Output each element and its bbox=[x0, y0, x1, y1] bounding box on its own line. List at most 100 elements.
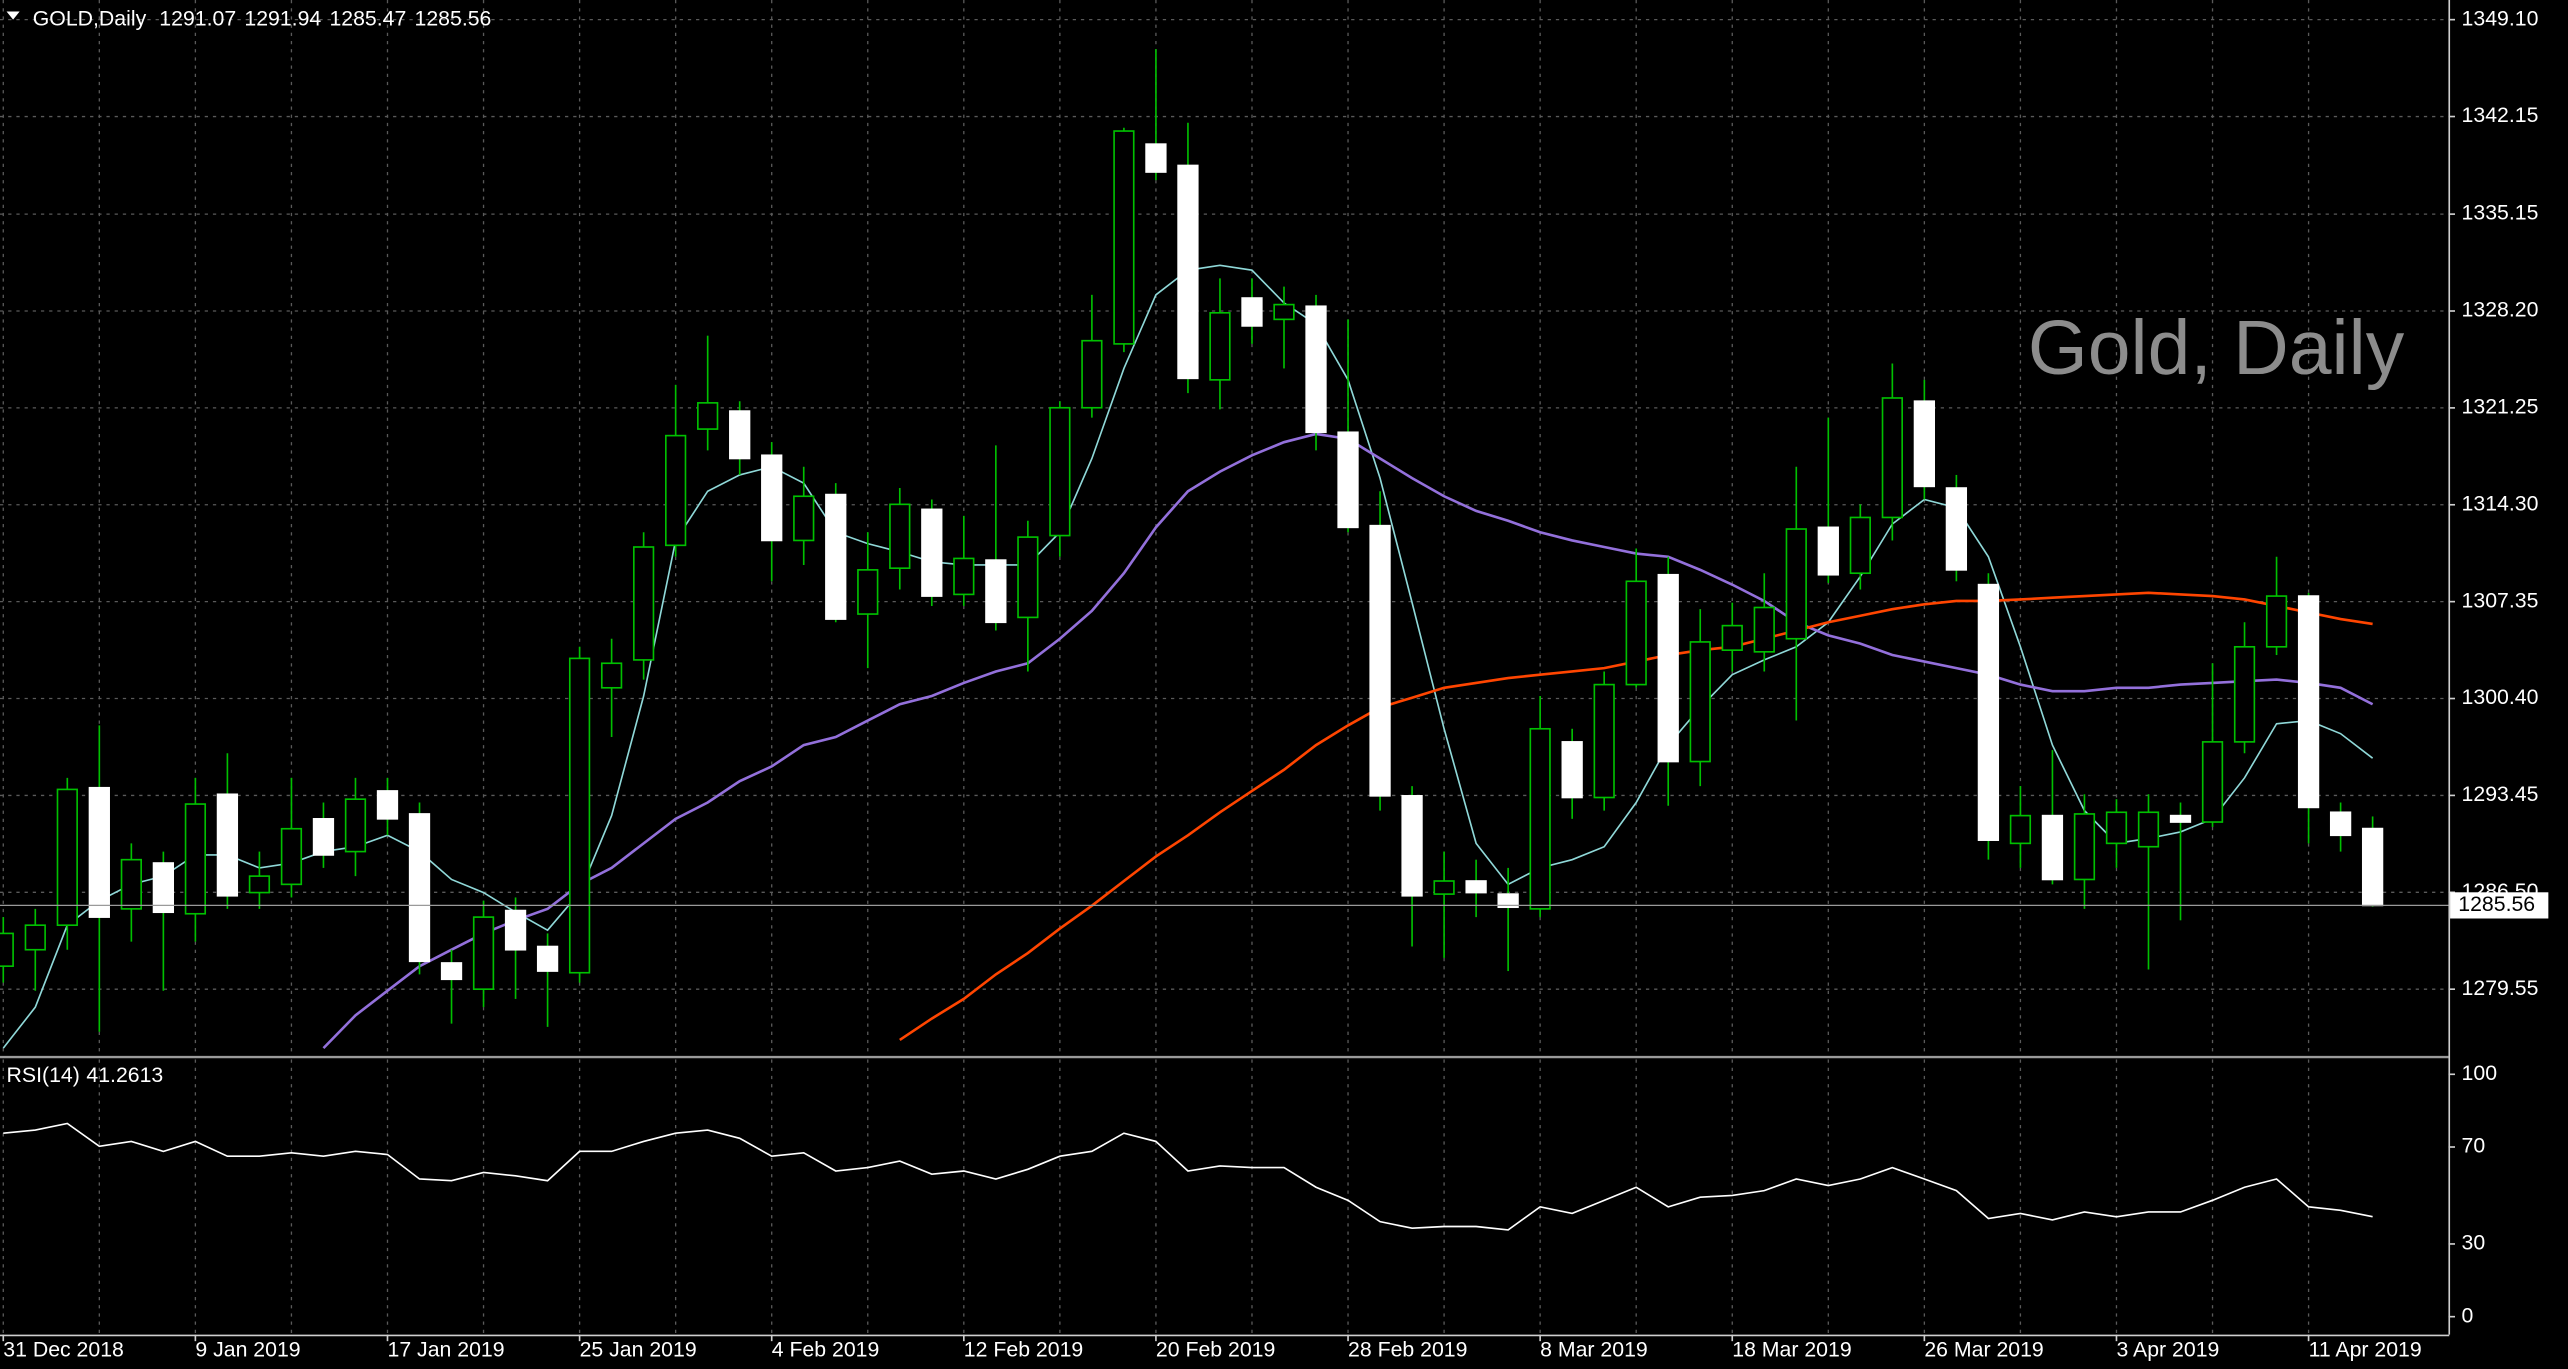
candle-body-bear bbox=[88, 786, 110, 918]
candle-body-bear bbox=[1305, 305, 1327, 434]
candle-body-bull bbox=[697, 402, 719, 430]
candle-body-bear bbox=[1401, 795, 1423, 897]
y-tick-label: 1335.15 bbox=[2462, 201, 2539, 225]
x-tick-label: 17 Jan 2019 bbox=[387, 1338, 504, 1362]
candle-body-bull bbox=[344, 798, 367, 853]
x-tick-label: 12 Feb 2019 bbox=[964, 1338, 1083, 1362]
x-tick-label: 11 Apr 2019 bbox=[2309, 1338, 2422, 1362]
candle-body-bull bbox=[184, 803, 207, 915]
chart-header: GOLD,Daily 1291.07 1291.94 1285.47 1285.56 bbox=[33, 6, 492, 30]
candle-body-bull bbox=[1209, 311, 1231, 381]
x-tick-label: 26 Mar 2019 bbox=[1924, 1338, 2043, 1362]
candle-body-bull bbox=[1785, 528, 1807, 640]
candle-body-bull bbox=[568, 657, 591, 974]
axis-layer: 1349.10 1342.15 1335.15 1328.20 1321.25 1314.… bbox=[2, 6, 2549, 1362]
candle-body-bull bbox=[2265, 595, 2288, 648]
candle-body-bull bbox=[1849, 516, 1871, 575]
candle-body-bull bbox=[1593, 683, 1615, 799]
x-tick-label: 4 Feb 2019 bbox=[772, 1338, 880, 1362]
candle-body-bull bbox=[248, 875, 271, 894]
candle-body-bear bbox=[2297, 595, 2320, 809]
menu-triangle[interactable] bbox=[6, 11, 20, 20]
y-tick-label: 1300.40 bbox=[2462, 685, 2539, 709]
candle-body-bear bbox=[1177, 164, 1199, 380]
candle-body-bear bbox=[536, 945, 559, 972]
candle-body-bull bbox=[2009, 814, 2032, 845]
x-tick-label: 20 Feb 2019 bbox=[1156, 1338, 1275, 1362]
candle-body-bull bbox=[2201, 741, 2224, 823]
candle-body-bear bbox=[1145, 143, 1167, 173]
candle-body-bull bbox=[2233, 645, 2256, 743]
candle-body-bull bbox=[1273, 303, 1295, 321]
x-tick-label: 31 Dec 2018 bbox=[3, 1338, 124, 1362]
candle-body-bear bbox=[2041, 814, 2064, 881]
current-price-box bbox=[2450, 892, 2549, 919]
candle-body-bear bbox=[1497, 893, 1519, 909]
y-tick-label: 1293.45 bbox=[2462, 782, 2539, 806]
candle-body-bear bbox=[376, 790, 399, 820]
candle-body-bull bbox=[2137, 811, 2160, 848]
candle-body-bull bbox=[1529, 727, 1551, 910]
y-tick-label: 70 bbox=[2462, 1134, 2486, 1158]
x-tick-label: 3 Apr 2019 bbox=[2116, 1338, 2219, 1362]
candle-body-bull bbox=[0, 932, 14, 967]
candle-body-bear bbox=[985, 559, 1007, 624]
candle-body-bear bbox=[921, 508, 943, 597]
candle-body-bear bbox=[825, 493, 847, 620]
candle-body-bull bbox=[953, 557, 975, 596]
candle-body-bull bbox=[56, 788, 78, 927]
watermark: Gold, Daily bbox=[2028, 305, 2405, 391]
x-tick-label: 9 Jan 2019 bbox=[195, 1338, 300, 1362]
candle-body-bull bbox=[24, 924, 46, 951]
candle-body-bull bbox=[665, 434, 687, 547]
candle-body-bull bbox=[280, 827, 303, 886]
candle-body-bull bbox=[632, 546, 655, 661]
y-tick-label: 1349.10 bbox=[2462, 6, 2539, 30]
candle-body-bull bbox=[857, 569, 879, 615]
candle-body-bull bbox=[1881, 397, 1903, 519]
candle-body-bull bbox=[793, 495, 815, 542]
candle-body-bull bbox=[2073, 813, 2096, 881]
candle-body-bear bbox=[152, 862, 175, 914]
candle-body-bear bbox=[1561, 741, 1583, 799]
candle-body-bear bbox=[1945, 487, 1968, 571]
current-price-label: 1285.56 bbox=[2458, 892, 2535, 916]
header-high: 1291.94 bbox=[244, 6, 321, 30]
candle-body-bear bbox=[1657, 573, 1679, 763]
y-tick-label: 0 bbox=[2462, 1303, 2474, 1327]
indicator-line bbox=[3, 1122, 2373, 1231]
candle-body-bear bbox=[761, 454, 783, 542]
candle-body-bull bbox=[1081, 339, 1103, 409]
x-tick-label: 25 Jan 2019 bbox=[580, 1338, 697, 1362]
candle-body-bear bbox=[1817, 526, 1839, 576]
header-low: 1285.47 bbox=[329, 6, 406, 30]
candle-body-bear bbox=[504, 909, 527, 951]
grid-layer bbox=[0, 0, 2449, 1335]
candle-body-bear bbox=[1241, 297, 1263, 327]
rsi-current: 41.2613 bbox=[86, 1063, 163, 1087]
candle-body-bear bbox=[1977, 583, 2000, 841]
candle-body-bull bbox=[600, 662, 623, 689]
candle-body-bull bbox=[1689, 641, 1711, 763]
candle-body-bear bbox=[2361, 827, 2384, 907]
candle-body-bear bbox=[2169, 814, 2192, 823]
candle-body-bear bbox=[1465, 880, 1487, 894]
candle-body-bull bbox=[1049, 406, 1071, 537]
candle-body-bear bbox=[1337, 431, 1359, 529]
candle-body-bear bbox=[1913, 400, 1936, 488]
y-tick-label: 100 bbox=[2462, 1061, 2497, 1085]
header-open: 1291.07 bbox=[159, 6, 236, 30]
candle-body-bull bbox=[1625, 580, 1647, 686]
candle-body-bear bbox=[312, 818, 335, 856]
candle-body-bear bbox=[216, 793, 239, 897]
y-tick-label: 1342.15 bbox=[2462, 103, 2539, 127]
rsi-title: RSI(14) bbox=[7, 1063, 80, 1087]
candle-body-bull bbox=[472, 916, 495, 990]
symbol-title: GOLD,Daily bbox=[33, 6, 147, 30]
x-tick-label: 8 Mar 2019 bbox=[1540, 1338, 1648, 1362]
x-tick-label: 28 Feb 2019 bbox=[1348, 1338, 1467, 1362]
candle-body-bull bbox=[2105, 811, 2128, 845]
candle-body-bear bbox=[408, 813, 431, 963]
